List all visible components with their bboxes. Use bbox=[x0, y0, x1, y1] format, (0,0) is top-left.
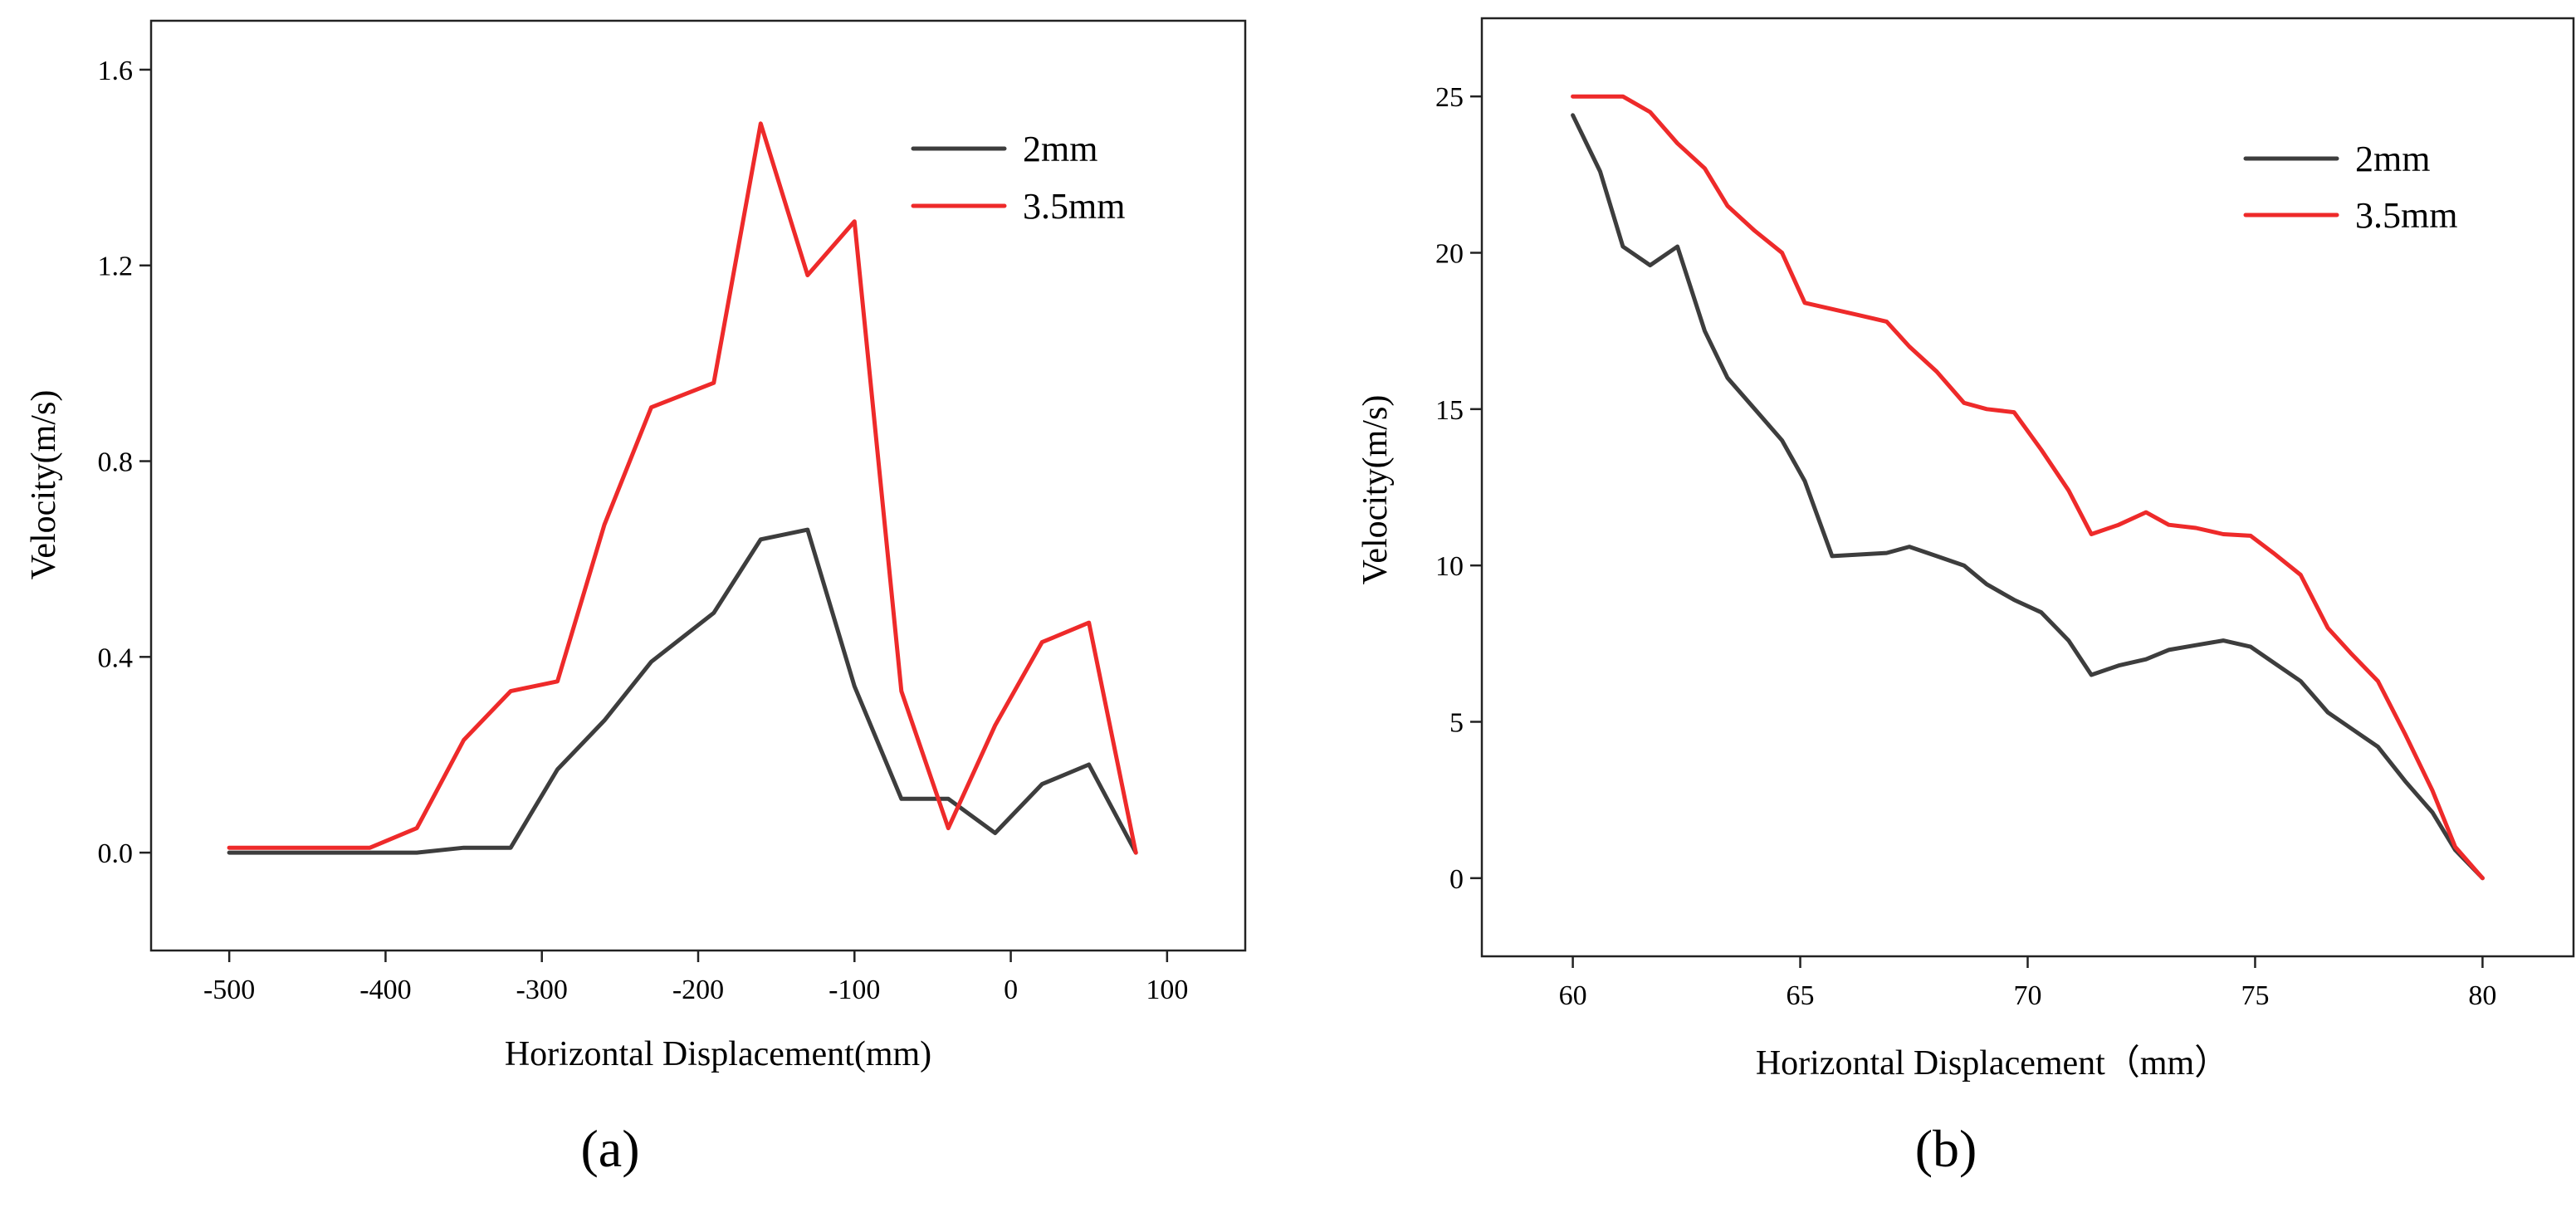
series-line-3-5mm-b bbox=[1571, 94, 2485, 881]
x-axis-label-a: Horizontal Displacement(mm) bbox=[505, 1035, 931, 1073]
y-tick-label-b: 0 bbox=[1449, 864, 1464, 895]
x-tick-label-a: -200 bbox=[672, 975, 724, 1005]
legend-label-3-5mm-b: 3.5mm bbox=[2355, 195, 2457, 236]
y-tick-label-b: 20 bbox=[1435, 239, 1464, 270]
series-lines-a bbox=[227, 121, 1138, 855]
y-tick-label-a: 1.6 bbox=[98, 56, 134, 86]
x-tick-label-b: 70 bbox=[2014, 980, 2042, 1011]
x-tick-label-b: 65 bbox=[1787, 980, 1815, 1011]
legend-label-2mm-b: 2mm bbox=[2355, 139, 2430, 179]
y-tick-label-a: 0.4 bbox=[98, 643, 134, 673]
x-tick-label-a: -400 bbox=[359, 975, 411, 1005]
series-lines-b bbox=[1571, 94, 2485, 881]
y-tick-label-a: 0.8 bbox=[98, 447, 134, 478]
ticks-a: -500 -400 -300 -200 -100 0 100 0.0 0.4 0.8 1.2 1.6 bbox=[98, 56, 1189, 1005]
legend-a: 2mm 3.5mm bbox=[911, 129, 1125, 227]
y-tick-label-b: 15 bbox=[1435, 395, 1464, 426]
legend-b: 2mm 3.5mm bbox=[2243, 139, 2457, 236]
y-tick-label-b: 10 bbox=[1435, 551, 1464, 582]
ticks-b: 60 65 70 75 80 0 5 10 15 20 25 bbox=[1435, 82, 2496, 1011]
x-tick-label-b: 80 bbox=[2468, 980, 2496, 1011]
series-line-2mm-b bbox=[1571, 113, 2485, 881]
x-axis-label-b: Horizontal Displacement（mm） bbox=[1756, 1044, 2229, 1082]
y-tick-label-a: 0.0 bbox=[98, 838, 134, 869]
x-tick-label-b: 75 bbox=[2241, 980, 2269, 1011]
x-tick-label-a: 100 bbox=[1146, 975, 1188, 1005]
y-tick-label-b: 25 bbox=[1435, 82, 1464, 113]
legend-label-3-5mm-a: 3.5mm bbox=[1023, 186, 1125, 227]
y-tick-label-a: 1.2 bbox=[98, 252, 134, 282]
panel-label-a: (a) bbox=[580, 1119, 639, 1178]
x-tick-label-a: -100 bbox=[829, 975, 880, 1005]
chart-panel-a: -500 -400 -300 -200 -100 0 1000.00.40.81.21.6 … bbox=[25, 19, 1247, 1178]
series-line-2mm-a bbox=[227, 527, 1138, 855]
x-tick-label-b: 60 bbox=[1559, 980, 1587, 1011]
chart-panel-b: 60 65 70 75 80 0 5 10 15 20 25 2mm 3.5mm Velocity(… bbox=[1356, 17, 2575, 1178]
y-axis-label-a: Velocity(m/s) bbox=[25, 390, 63, 580]
series-line-3-5mm-a bbox=[227, 121, 1138, 855]
y-tick-label-b: 5 bbox=[1449, 708, 1464, 739]
x-tick-label-a: 0 bbox=[1004, 975, 1018, 1005]
panel-label-b: (b) bbox=[1915, 1119, 1977, 1178]
x-tick-label-a: -300 bbox=[516, 975, 568, 1005]
x-tick-label-a: -500 bbox=[203, 975, 255, 1005]
legend-label-2mm-a: 2mm bbox=[1023, 129, 1097, 169]
y-axis-label-b: Velocity(m/s) bbox=[1356, 395, 1395, 585]
